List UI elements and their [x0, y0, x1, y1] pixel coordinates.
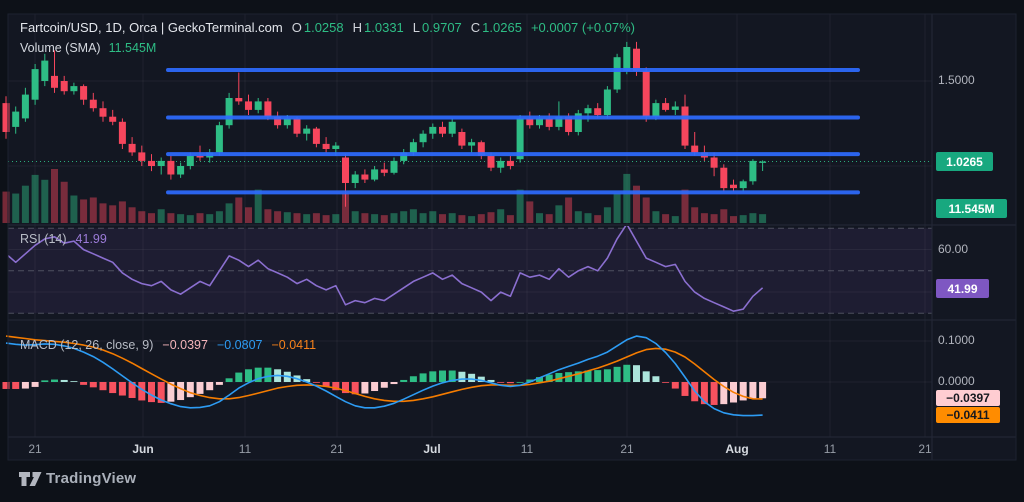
- symbol-legend[interactable]: Fartcoin/USD, 1D, Orca | GeckoTerminal.c…: [20, 21, 635, 34]
- last-price-badge: 1.0265: [936, 152, 993, 171]
- macd-signal-value: −0.0411: [271, 338, 317, 352]
- rsi-legend[interactable]: RSI (14) 41.99: [20, 233, 107, 246]
- price-change: +0.0007 (+0.07%): [530, 20, 636, 35]
- macd-signal-badge: −0.0411: [936, 407, 1000, 423]
- time-label: 21: [918, 442, 932, 456]
- time-label: 21: [620, 442, 634, 456]
- macd-grid-label-zero: 0.0000: [938, 374, 975, 388]
- ohlc-close: C 1.0265: [470, 20, 522, 35]
- ohlc-low: L 0.9707: [412, 20, 462, 35]
- symbol-title[interactable]: Fartcoin/USD, 1D, Orca | GeckoTerminal.c…: [20, 20, 283, 35]
- time-label: 21: [330, 442, 344, 456]
- time-label: 11: [238, 442, 252, 456]
- time-label: 21: [28, 442, 42, 456]
- macd-line-value: −0.0807: [216, 338, 263, 352]
- volume-label: Volume (SMA): [20, 41, 101, 55]
- ohlc-open: O 1.0258: [291, 20, 344, 35]
- time-label: 11: [823, 442, 837, 456]
- tradingview-brand[interactable]: TradingView: [46, 470, 137, 487]
- tradingview-logo-icon[interactable]: [18, 470, 44, 488]
- volume-badge: 11.545M: [936, 199, 1007, 218]
- macd-hist-badge: −0.0397: [936, 390, 1000, 406]
- time-label: Jul: [423, 442, 441, 456]
- volume-value: 11.545M: [108, 41, 157, 55]
- time-label: Aug: [725, 442, 749, 456]
- macd-label: MACD (12, 26, close, 9): [20, 338, 154, 352]
- rsi-grid-label: 60.00: [938, 242, 969, 256]
- rsi-label: RSI (14): [20, 232, 67, 246]
- macd-legend[interactable]: MACD (12, 26, close, 9) −0.0397 −0.0807 …: [20, 339, 316, 352]
- ohlc-high: H 1.0331: [352, 20, 404, 35]
- macd-grid-label-top: 0.1000: [938, 333, 975, 347]
- rsi-badge: 41.99: [936, 279, 989, 298]
- macd-hist-value: −0.0397: [162, 338, 208, 352]
- time-label: 11: [520, 442, 534, 456]
- volume-legend[interactable]: Volume (SMA) 11.545M: [20, 42, 156, 55]
- price-grid-label: 1.5000: [938, 73, 975, 87]
- rsi-value: 41.99: [75, 232, 107, 246]
- time-label: Jun: [132, 442, 154, 456]
